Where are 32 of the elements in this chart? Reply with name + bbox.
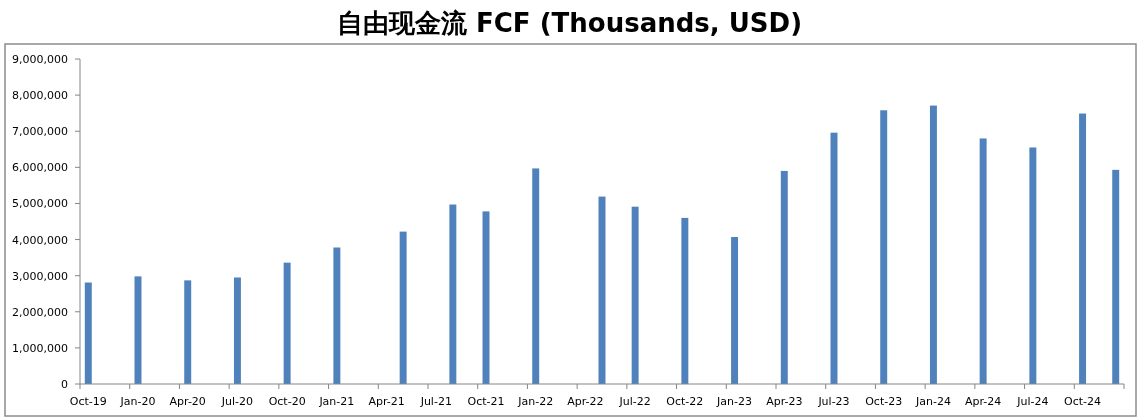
x-tick-label: Jul-24 <box>1016 395 1049 408</box>
y-tick-label: 8,000,000 <box>12 89 68 103</box>
x-tick-label: Jan-23 <box>716 395 753 408</box>
x-tick-label: Jan-20 <box>119 395 156 408</box>
y-tick-label: 0 <box>61 378 68 391</box>
x-tick-label: Oct-22 <box>666 395 704 408</box>
x-tick-label: Jan-24 <box>914 395 951 408</box>
x-tick-label: Oct-21 <box>467 395 505 408</box>
y-tick-label: 1,000,000 <box>12 341 68 355</box>
x-tick-label: Jul-21 <box>419 395 452 408</box>
y-tick-label: 2,000,000 <box>12 305 68 319</box>
x-tick-label: Jul-22 <box>618 395 651 408</box>
x-tick-label: Apr-21 <box>368 395 405 408</box>
x-tick-label: Jul-23 <box>817 395 850 408</box>
x-tick-label: Apr-24 <box>964 395 1002 408</box>
x-tick-label: Oct-23 <box>865 395 903 408</box>
x-tick-label: Jan-22 <box>517 395 554 408</box>
x-tick-label: Jul-20 <box>220 395 254 408</box>
x-tick-label: Apr-20 <box>169 395 206 408</box>
y-tick-label: 9,000,000 <box>12 53 68 66</box>
x-tick-label: Oct-19 <box>69 395 107 408</box>
x-tick-label: Oct-20 <box>268 395 306 408</box>
y-tick-label: 4,000,000 <box>12 233 68 247</box>
y-tick-label: 3,000,000 <box>12 269 68 283</box>
y-tick-label: 5,000,000 <box>12 197 68 211</box>
x-tick-label: Jan-21 <box>318 395 355 408</box>
x-tick-label: Apr-23 <box>766 395 803 408</box>
title: 自由现金流 FCF (Thousands, USD) <box>336 8 803 38</box>
x-tick-label: Apr-22 <box>567 395 604 408</box>
x-tick-label: Oct-24 <box>1064 395 1102 408</box>
y-tick-label: 6,000,000 <box>12 161 68 175</box>
y-tick-label: 7,000,000 <box>12 125 68 139</box>
